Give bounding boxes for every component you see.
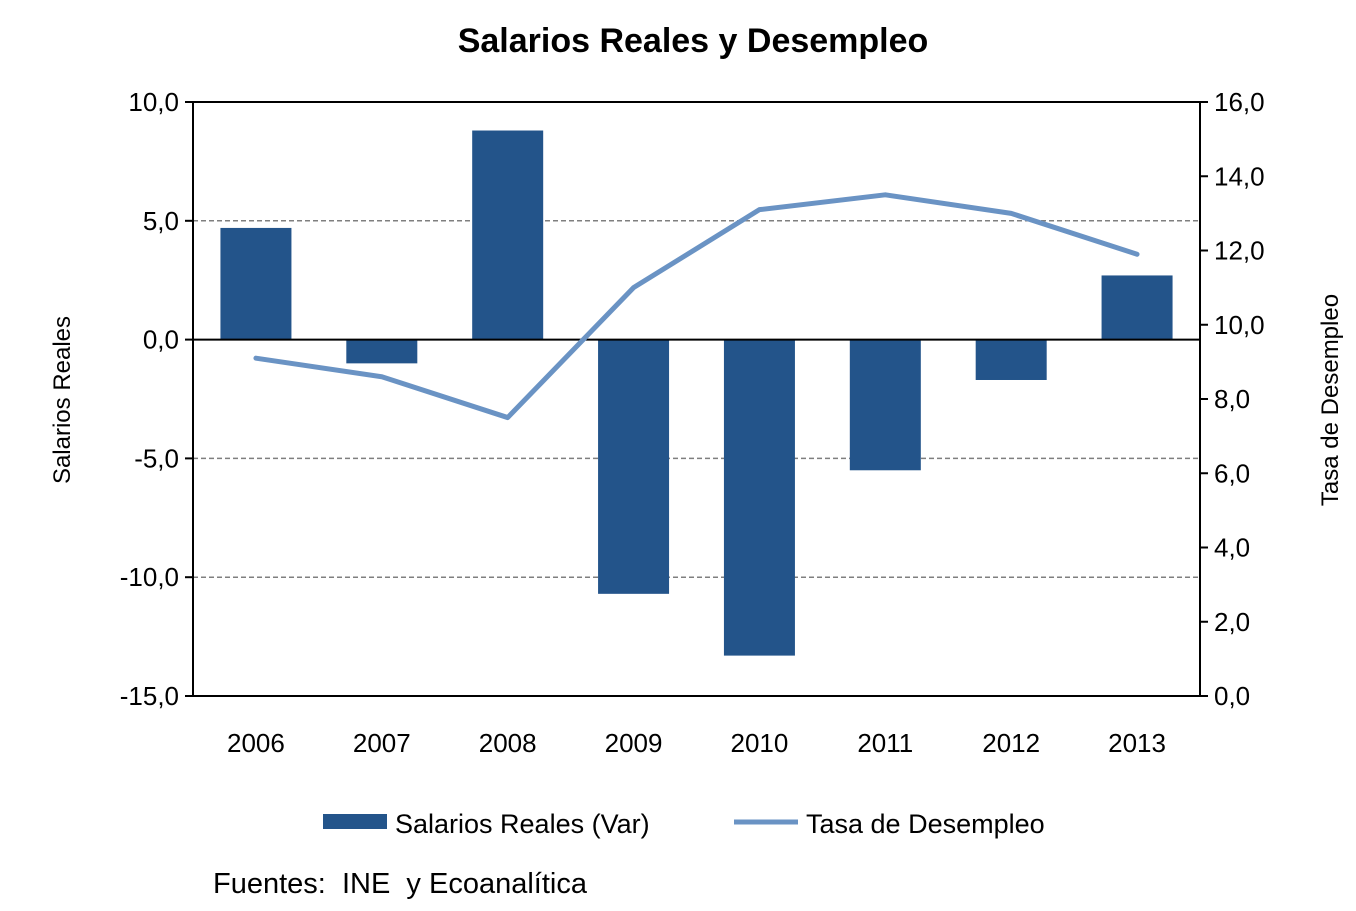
bar-2013 xyxy=(1101,275,1173,340)
bar-2009 xyxy=(598,339,670,594)
right-axis-title: Tasa de Desempleo xyxy=(1317,294,1344,506)
right-tick-label: 6,0 xyxy=(1214,458,1250,488)
legend-line-label: Tasa de Desempleo xyxy=(806,809,1045,839)
line-series xyxy=(253,192,1140,421)
right-tick-label: 4,0 xyxy=(1214,533,1250,563)
plot-frame xyxy=(192,101,1201,697)
grid-lines xyxy=(193,220,1200,578)
unemployment-line xyxy=(253,192,1140,421)
source-note: Fuentes: INE y Ecoanalítica xyxy=(213,868,588,900)
legend: Salarios Reales (Var) Tasa de Desempleo xyxy=(323,809,1045,839)
right-tick-label: 8,0 xyxy=(1214,384,1250,414)
legend-bar-label: Salarios Reales (Var) xyxy=(395,809,650,839)
right-axis-ticks: 16,0 14,0 12,0 10,0 8,0 6,0 4,0 2,0 0,0 xyxy=(1200,87,1265,711)
chart-title: Salarios Reales y Desempleo xyxy=(458,22,929,60)
x-tick-label: 2006 xyxy=(227,728,285,758)
left-axis-title: Salarios Reales xyxy=(49,316,76,484)
x-tick-label: 2009 xyxy=(605,728,663,758)
bar-2010 xyxy=(723,339,795,656)
left-tick-label: -15,0 xyxy=(120,681,179,711)
left-tick-label: 10,0 xyxy=(128,87,179,117)
x-tick-label: 2012 xyxy=(982,728,1040,758)
x-tick-label: 2013 xyxy=(1108,728,1166,758)
left-tick-label: 5,0 xyxy=(143,206,179,236)
bar-2006 xyxy=(220,227,292,340)
x-tick-label: 2011 xyxy=(857,728,913,758)
x-axis-ticks: 2006 2007 2008 2009 2010 2011 2012 2013 xyxy=(227,728,1166,758)
right-tick-label: 0,0 xyxy=(1214,681,1250,711)
left-tick-label: -5,0 xyxy=(134,443,179,473)
bar-2007 xyxy=(346,339,418,364)
legend-bar-swatch xyxy=(323,814,387,829)
x-tick-label: 2010 xyxy=(731,728,789,758)
x-tick-label: 2008 xyxy=(479,728,537,758)
bars xyxy=(220,130,1173,656)
right-tick-label: 12,0 xyxy=(1214,236,1265,266)
right-tick-label: 16,0 xyxy=(1214,87,1265,117)
right-tick-label: 14,0 xyxy=(1214,161,1265,191)
left-axis-ticks: 10,0 5,0 0,0 -5,0 -10,0 -15,0 xyxy=(120,87,193,711)
right-tick-label: 10,0 xyxy=(1214,310,1265,340)
bar-2008 xyxy=(472,130,544,340)
bar-2011 xyxy=(849,339,921,471)
left-tick-label: 0,0 xyxy=(143,325,179,355)
x-tick-label: 2007 xyxy=(353,728,411,758)
left-tick-label: -10,0 xyxy=(120,562,179,592)
bar-2012 xyxy=(975,339,1047,380)
right-tick-label: 2,0 xyxy=(1214,607,1250,637)
